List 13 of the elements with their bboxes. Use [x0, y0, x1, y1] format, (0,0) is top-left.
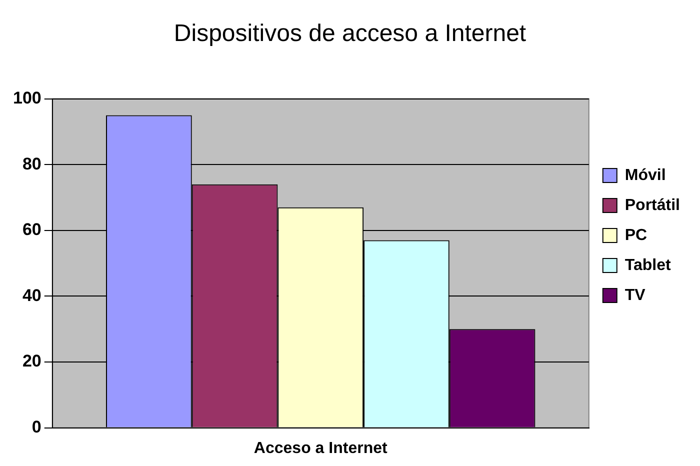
- legend-label: Portátil: [624, 196, 680, 214]
- y-tick-label: 100: [12, 88, 42, 108]
- legend-label: Móvil: [624, 166, 666, 184]
- legend-label: Tablet: [624, 256, 672, 274]
- y-tick-label: 80: [22, 154, 42, 174]
- legend-label: PC: [624, 226, 648, 244]
- y-tick-label: 40: [22, 286, 42, 305]
- y-tick-label: 0: [32, 417, 42, 436]
- chart-title: Dispositivos de acceso a Internet: [174, 20, 526, 48]
- y-tick-label: 20: [22, 352, 42, 371]
- x-tick-label: Acceso a Internet: [254, 440, 388, 457]
- legend-label: TV: [624, 286, 646, 304]
- y-tick-label: 60: [22, 220, 42, 240]
